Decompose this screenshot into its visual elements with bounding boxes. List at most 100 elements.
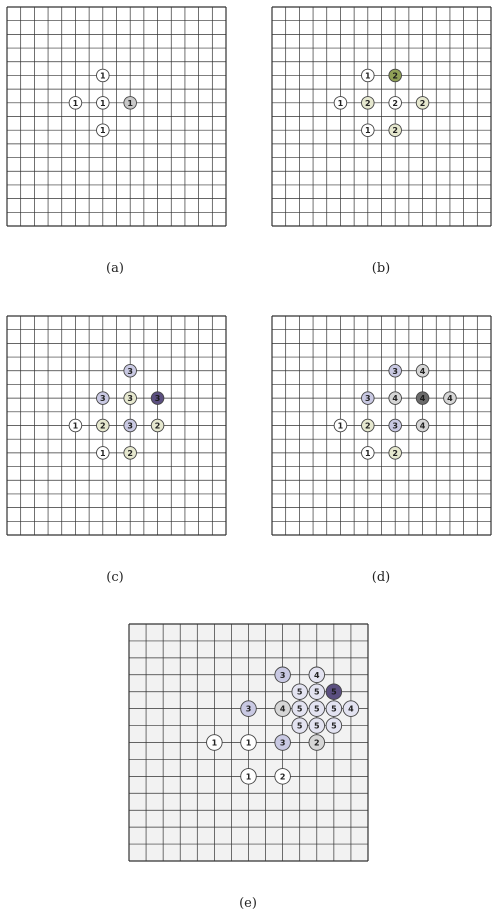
stone-label: 3 [392, 367, 398, 376]
stone: 3 [96, 391, 110, 405]
board-a: 1 1 1 1 1 [6, 6, 227, 227]
stone-label: 3 [155, 394, 161, 403]
stone-circle [96, 446, 110, 460]
stone-label: 2 [420, 99, 426, 108]
stone-label: 5 [314, 722, 320, 731]
stone-label: 4 [280, 705, 286, 714]
stone: 1 [206, 734, 223, 751]
stone-circle [388, 364, 402, 378]
stone: 3 [123, 391, 137, 405]
stone-label: 3 [280, 671, 286, 680]
stone: 1 [240, 734, 257, 751]
stone-circle [123, 364, 137, 378]
stone-circle [308, 734, 326, 751]
stone-label: 1 [100, 126, 106, 135]
stone-circle [291, 717, 308, 734]
stone-label: 2 [365, 422, 371, 431]
stone-circle [415, 96, 430, 110]
stone: 5 [291, 683, 308, 700]
stone-label: 1 [246, 739, 252, 748]
stone: 2 [415, 96, 430, 110]
stone-circle [150, 418, 165, 433]
stone: 1 [333, 418, 348, 433]
stone: 4 [415, 364, 430, 378]
stone-circle [291, 700, 308, 717]
stone: 3 [150, 391, 165, 405]
stone-circle [325, 683, 343, 700]
stone-label: 1 [100, 71, 106, 80]
stone-label: 1 [100, 99, 106, 108]
stone: 5 [291, 717, 308, 734]
stone: 2 [150, 418, 165, 433]
stone-circle [388, 96, 402, 110]
stone-label: 2 [127, 449, 133, 458]
stone: 4 [415, 418, 430, 433]
stone-label: 3 [100, 394, 106, 403]
caption-e: (e) [239, 896, 257, 911]
stone-circle [308, 717, 326, 734]
stone: 1 [361, 68, 375, 83]
stone-circle [274, 700, 291, 717]
stone-label: 4 [420, 422, 426, 431]
stone-label: 2 [392, 99, 398, 108]
stone: 5 [308, 683, 326, 700]
stone-label: 3 [246, 705, 252, 714]
stone: 5 [308, 700, 326, 717]
stone-circle [96, 96, 110, 110]
stone-circle [123, 446, 137, 460]
stone-circle [361, 418, 375, 433]
stone-label: 3 [280, 739, 286, 748]
stone-label: 1 [365, 71, 371, 80]
stone-label: 4 [447, 394, 453, 403]
caption-d: (d) [372, 570, 390, 585]
stone-label: 3 [127, 367, 133, 376]
stone-circle [325, 700, 343, 717]
stone: 3 [274, 734, 291, 751]
stone: 4 [443, 391, 457, 405]
stone: 4 [415, 391, 430, 405]
stone-circle [123, 96, 137, 110]
stone: 5 [308, 717, 326, 734]
stone-circle [291, 683, 308, 700]
stone-circle [274, 768, 291, 785]
stone-circle [361, 68, 375, 83]
stone: 3 [361, 391, 375, 405]
stone-label: 1 [100, 449, 106, 458]
stone: 3 [388, 364, 402, 378]
stone: 2 [96, 418, 110, 433]
stone: 1 [96, 96, 110, 110]
stone: 2 [308, 734, 326, 751]
stone-circle [361, 446, 375, 460]
stone-circle [308, 666, 326, 684]
stone-label: 4 [348, 705, 354, 714]
stone-label: 1 [338, 422, 344, 431]
stone-label: 4 [420, 367, 426, 376]
stone-label: 2 [365, 99, 371, 108]
stone: 3 [123, 418, 137, 433]
stone-circle [274, 734, 291, 751]
stone-label: 1 [246, 772, 252, 781]
stone: 5 [325, 683, 343, 700]
stone: 2 [274, 768, 291, 785]
stone-circle [361, 123, 375, 137]
stone: 4 [308, 666, 326, 684]
stone-label: 1 [365, 126, 371, 135]
stone-circle [96, 68, 110, 83]
stone-label: 1 [212, 739, 218, 748]
stone-label: 2 [100, 422, 106, 431]
stone: 1 [96, 68, 110, 83]
stone-circle [388, 68, 402, 83]
stone: 1 [68, 418, 83, 433]
stone-circle [123, 418, 137, 433]
stone-label: 5 [331, 705, 337, 714]
stone: 3 [240, 700, 257, 717]
stone-label: 5 [314, 688, 320, 697]
board-b: 1 2 1 2 2 2 1 2 [271, 6, 492, 227]
stone-label: 1 [127, 99, 133, 108]
stone-label: 2 [155, 422, 161, 431]
stone-circle [96, 123, 110, 137]
stone-label: 4 [392, 394, 398, 403]
stone-label: 3 [392, 422, 398, 431]
caption-a: (a) [106, 261, 124, 276]
